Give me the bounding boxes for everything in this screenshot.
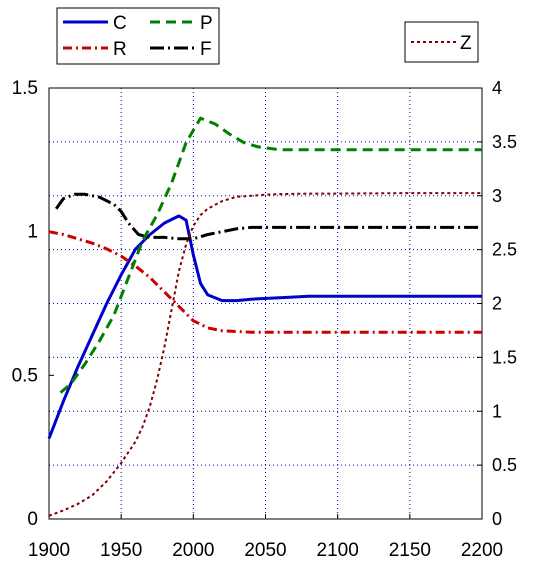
series-lines	[47, 116, 482, 517]
y-right-tick-label: 1	[492, 401, 502, 421]
y-right-tick-label: 2.5	[492, 240, 517, 260]
y-right-tick-label: 0	[492, 509, 502, 529]
legend-label-r: R	[113, 39, 127, 60]
y-right-tick-label: 0.5	[492, 455, 517, 475]
y-left-tick-label: 0	[27, 509, 38, 530]
legend-label-c: C	[113, 13, 127, 34]
legend-label-z: Z	[460, 33, 472, 54]
x-tick-label: 1900	[28, 540, 70, 561]
y-right-tick-label: 3	[492, 186, 502, 206]
x-tick-label: 2150	[389, 540, 431, 561]
y-right-tick-label: 3.5	[492, 132, 517, 152]
y-left-tick-label: 0.5	[12, 365, 38, 386]
y-left-tick-label: 1	[27, 222, 38, 243]
series-line-r	[48, 230, 482, 334]
y-right-tick-label: 4	[492, 78, 502, 98]
series-line-f	[54, 192, 482, 241]
series-line-z	[48, 192, 482, 517]
legends: C P R F Z	[56, 7, 479, 65]
x-tick-label: 2050	[244, 540, 286, 561]
x-tick-label: 2000	[172, 540, 214, 561]
series-line-p	[59, 116, 482, 394]
x-tick-label: 1950	[100, 540, 142, 561]
y-right-tick-label: 1.5	[492, 347, 517, 367]
x-tick-label: 2200	[461, 540, 503, 561]
y-right-tick-label: 2	[492, 294, 502, 314]
axis-ticks: 1900 1950 2000 2050 2100 2150 2200 0 0.5 1 1.5 2 2.5…	[12, 78, 517, 561]
y-left-tick-label: 1.5	[12, 78, 38, 99]
grid-lines	[49, 88, 482, 519]
legend-left-box	[56, 7, 220, 65]
legend-label-p: P	[200, 13, 213, 34]
legend-label-f: F	[200, 39, 212, 60]
x-tick-label: 2100	[317, 540, 359, 561]
